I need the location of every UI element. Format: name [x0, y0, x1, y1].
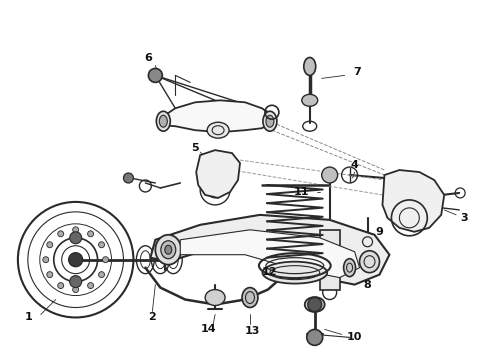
Circle shape — [88, 231, 94, 237]
Ellipse shape — [165, 245, 172, 254]
Text: 13: 13 — [245, 327, 260, 336]
Ellipse shape — [360, 251, 379, 273]
Ellipse shape — [155, 235, 181, 265]
Ellipse shape — [263, 111, 277, 131]
Circle shape — [70, 276, 82, 288]
Circle shape — [73, 227, 78, 233]
Circle shape — [70, 232, 82, 244]
Text: 7: 7 — [354, 67, 362, 77]
Polygon shape — [160, 100, 272, 132]
Circle shape — [73, 287, 78, 293]
Text: 3: 3 — [460, 213, 468, 223]
Circle shape — [148, 68, 162, 82]
Circle shape — [308, 298, 322, 311]
Circle shape — [322, 167, 338, 183]
Text: 14: 14 — [200, 324, 216, 334]
Circle shape — [102, 257, 108, 263]
Circle shape — [47, 242, 53, 248]
Ellipse shape — [304, 58, 316, 75]
Text: 5: 5 — [192, 143, 199, 153]
Polygon shape — [150, 215, 390, 285]
Polygon shape — [383, 170, 444, 232]
Text: 2: 2 — [148, 312, 156, 323]
Text: 6: 6 — [145, 54, 152, 63]
Ellipse shape — [263, 262, 327, 284]
Circle shape — [98, 242, 104, 248]
Circle shape — [88, 283, 94, 289]
Ellipse shape — [156, 111, 171, 131]
Circle shape — [307, 329, 323, 345]
Circle shape — [47, 272, 53, 278]
Text: 12: 12 — [262, 267, 278, 276]
Ellipse shape — [242, 288, 258, 307]
Circle shape — [123, 173, 133, 183]
Circle shape — [58, 283, 64, 289]
Ellipse shape — [343, 259, 356, 276]
Ellipse shape — [266, 115, 274, 127]
Circle shape — [58, 231, 64, 237]
Polygon shape — [196, 150, 240, 198]
Text: 11: 11 — [294, 187, 310, 197]
Text: 8: 8 — [364, 280, 371, 289]
Ellipse shape — [159, 115, 167, 127]
Ellipse shape — [302, 94, 318, 106]
Polygon shape — [180, 230, 360, 278]
Circle shape — [211, 186, 219, 194]
Text: 1: 1 — [25, 312, 33, 323]
Ellipse shape — [207, 122, 229, 138]
Ellipse shape — [161, 241, 176, 259]
Polygon shape — [319, 230, 340, 289]
Text: 10: 10 — [347, 332, 362, 342]
Circle shape — [69, 253, 83, 267]
Text: 9: 9 — [375, 227, 383, 237]
Ellipse shape — [205, 289, 225, 306]
Ellipse shape — [305, 297, 325, 312]
Circle shape — [98, 272, 104, 278]
Circle shape — [43, 257, 49, 263]
Text: 4: 4 — [351, 160, 359, 170]
